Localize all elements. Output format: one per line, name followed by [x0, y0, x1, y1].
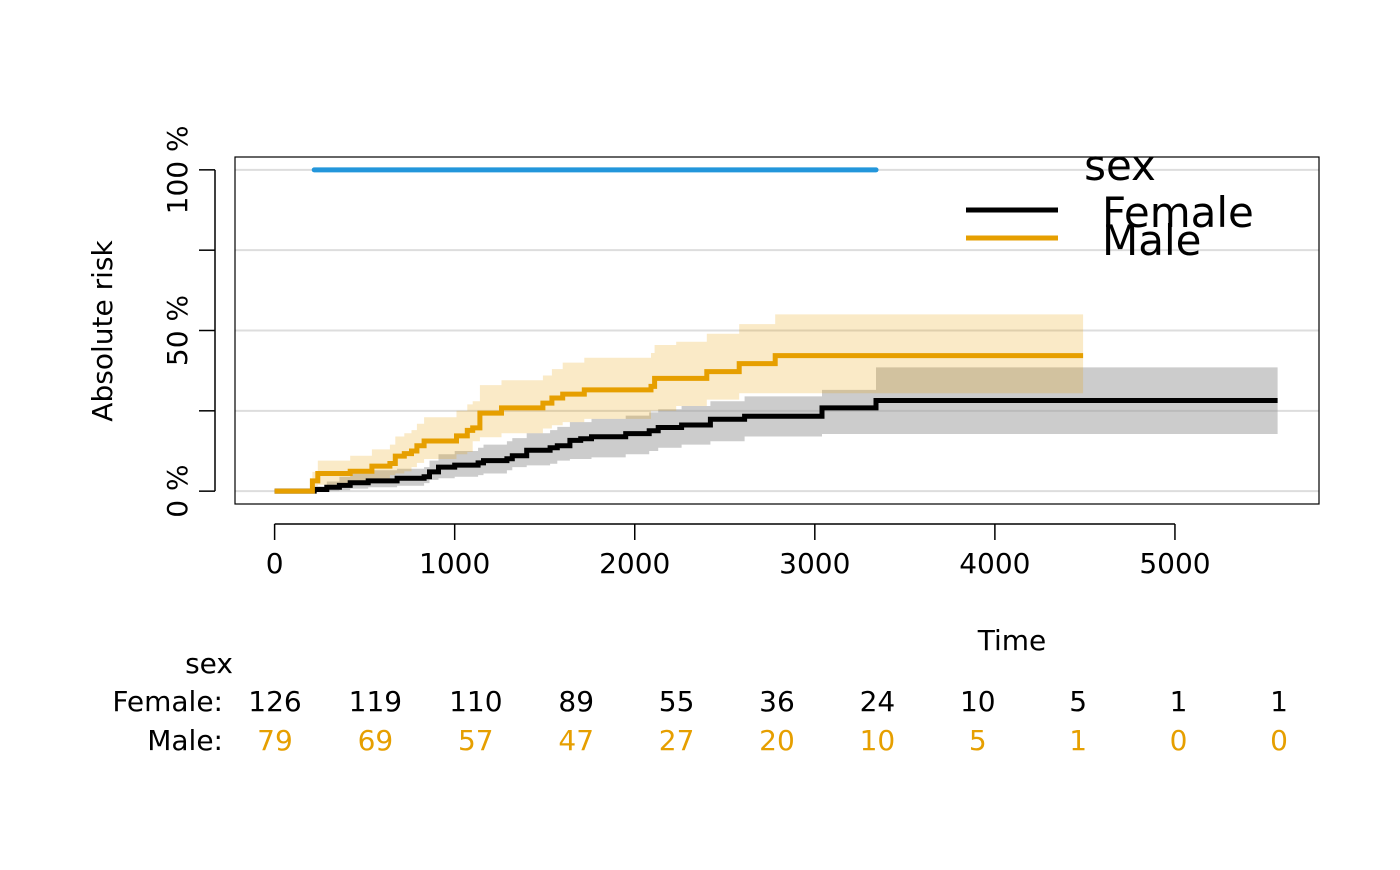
x-tick-label: 4000 — [959, 547, 1030, 580]
risk-table-title: sex — [185, 647, 233, 680]
risk-table-cell: 57 — [458, 724, 494, 757]
risk-table-row-label: Male: — [147, 724, 223, 757]
risk-table-cell: 36 — [759, 685, 795, 718]
risk-table-cell: 55 — [659, 685, 695, 718]
risk-table-cell: 119 — [349, 685, 402, 718]
legend-label-male: Male — [1102, 216, 1201, 265]
confidence-band-male — [274, 314, 1084, 492]
risk-curve-male — [274, 353, 1084, 494]
risk-table-cell: 0 — [1270, 724, 1288, 757]
risk-table-cell: 5 — [1069, 685, 1087, 718]
risk-table-cell: 27 — [659, 724, 695, 757]
risk-table-cell: 24 — [860, 685, 896, 718]
y-axis-title: Absolute risk — [86, 240, 119, 422]
risk-table-cell: 10 — [860, 724, 896, 757]
risk-table-cell: 10 — [960, 685, 996, 718]
x-tick-label: 5000 — [1139, 547, 1210, 580]
y-tick-label: 50 % — [161, 295, 194, 366]
x-tick-label: 1000 — [419, 547, 490, 580]
x-tick-label: 3000 — [779, 547, 850, 580]
risk-table-cell: 79 — [257, 724, 293, 757]
risk-table-cell: 110 — [449, 685, 502, 718]
risk-table-cell: 0 — [1170, 724, 1188, 757]
plot-frame — [234, 156, 1320, 505]
y-tick-label: 100 % — [161, 125, 194, 214]
legend-title: sex — [1084, 141, 1156, 190]
risk-curve-female — [274, 398, 1278, 494]
x-tick-label: 0 — [266, 547, 284, 580]
risk-table-cell: 126 — [248, 685, 301, 718]
risk-table-cell: 89 — [558, 685, 594, 718]
risk-table-row-label: Female: — [112, 685, 223, 718]
risk-table-cell: 1 — [1069, 724, 1087, 757]
risk-table-cell: 1 — [1170, 685, 1188, 718]
risk-table-cell: 47 — [558, 724, 594, 757]
risk-table-cell: 5 — [969, 724, 987, 757]
x-axis-title: Time — [977, 624, 1047, 657]
risk-table-cell: 1 — [1270, 685, 1288, 718]
legend-label-female: Female — [1102, 188, 1254, 237]
axes: 0 1000 2000 3000 4000 5000 Time 0 % 50 % 100 % Abs… — [86, 125, 1320, 657]
risk-table-cell: 20 — [759, 724, 795, 757]
risk-curves — [274, 167, 1278, 494]
risk-table-cell: 69 — [358, 724, 394, 757]
x-tick-label: 2000 — [599, 547, 670, 580]
y-tick-label: 0 % — [161, 464, 194, 517]
